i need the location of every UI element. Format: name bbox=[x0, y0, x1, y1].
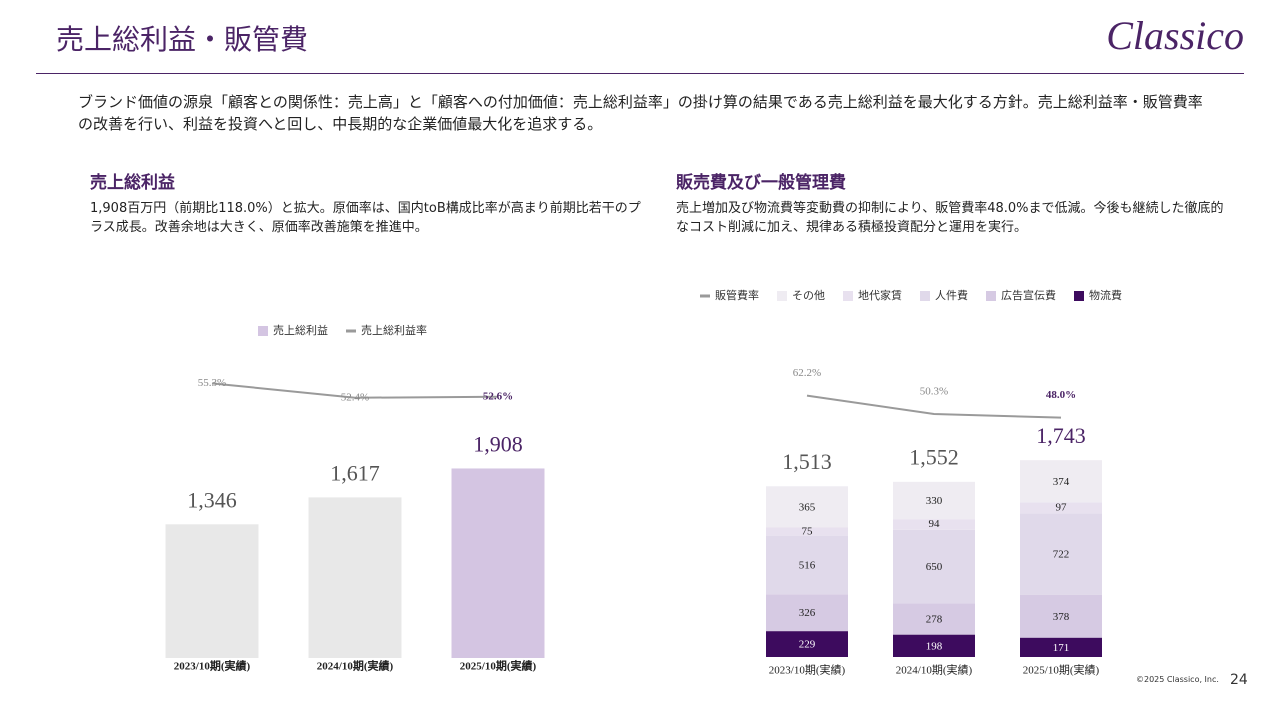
segment-label: 516 bbox=[799, 560, 816, 572]
segment-label: 365 bbox=[799, 501, 816, 513]
x-tick-label: 2023/10期(実績) bbox=[174, 659, 251, 673]
bar-segment bbox=[893, 634, 975, 657]
legend-label: 人件費 bbox=[935, 288, 968, 302]
line-label: 62.2% bbox=[793, 367, 821, 379]
bar-segment bbox=[1020, 637, 1102, 657]
legend-swatch bbox=[700, 294, 710, 298]
bar-segment bbox=[893, 481, 975, 520]
logo: Classico bbox=[1106, 13, 1244, 58]
segment-label: 171 bbox=[1053, 642, 1070, 654]
x-tick-label: 2025/10期(実績) bbox=[1023, 663, 1100, 677]
bar-segment bbox=[1020, 460, 1102, 503]
bar-segment bbox=[766, 631, 848, 657]
bar bbox=[165, 524, 259, 658]
legend-label: 物流費 bbox=[1089, 288, 1122, 302]
bar-segment bbox=[1020, 502, 1102, 514]
rule bbox=[36, 73, 1244, 74]
segment-label: 330 bbox=[926, 495, 943, 507]
bar-segment bbox=[766, 527, 848, 536]
line-label: 52.4% bbox=[341, 391, 369, 403]
line-label: 48.0% bbox=[1046, 389, 1076, 401]
legend-label: 地代家賃 bbox=[858, 288, 902, 302]
section-heading: 売上総利益 bbox=[90, 173, 175, 193]
segment-label: 326 bbox=[799, 607, 816, 619]
x-tick-label: 2024/10期(実績) bbox=[896, 663, 973, 677]
line-label: 52.6% bbox=[483, 390, 513, 402]
bar bbox=[451, 468, 545, 658]
segment-label: 378 bbox=[1053, 611, 1070, 623]
bar-segment bbox=[893, 603, 975, 635]
section: 販売費及び一般管理費 売上増加及び物流費等変動費の抑制により、販管費率48.0%… bbox=[676, 168, 1236, 237]
slide-title: 売上総利益・販管費 bbox=[56, 23, 309, 56]
intro: ブランド価値の源泉「顧客との関係性：売上高」と「顧客への付加価値：売上総利益率」… bbox=[78, 93, 1203, 133]
segment-label: 650 bbox=[926, 561, 943, 573]
bar-segment bbox=[766, 594, 848, 632]
legend-swatch bbox=[920, 291, 930, 301]
line bbox=[211, 382, 499, 399]
bar-label: 1,617 bbox=[330, 460, 380, 485]
legend-swatch bbox=[986, 291, 996, 301]
segment-label: 94 bbox=[929, 518, 941, 530]
section-heading: 販売費及び一般管理費 bbox=[676, 173, 846, 193]
bar-segment bbox=[1020, 513, 1102, 595]
total-label: 1,552 bbox=[909, 445, 959, 470]
legend-swatch bbox=[777, 291, 787, 301]
segment-label: 75 bbox=[802, 525, 814, 537]
bar-segment bbox=[766, 486, 848, 528]
legend-swatch bbox=[258, 326, 268, 336]
legend-label: その他 bbox=[792, 289, 825, 302]
legend-swatch bbox=[1074, 291, 1084, 301]
segment-label: 374 bbox=[1053, 476, 1070, 488]
bar-label: 1,908 bbox=[473, 432, 523, 457]
bar-segment bbox=[1020, 594, 1102, 638]
section: 売上総利益 1,908百万円（前期比118.0%）と拡大。原価率は、国内toB構… bbox=[90, 168, 650, 237]
legend-label: 広告宣伝費 bbox=[1001, 288, 1056, 302]
bar-segment bbox=[766, 535, 848, 595]
line-label: 55.3% bbox=[198, 377, 226, 389]
legend-swatch bbox=[843, 291, 853, 301]
legend-label: 売上総利益 bbox=[273, 323, 328, 337]
x-tick-label: 2024/10期(実績) bbox=[317, 659, 394, 673]
bar-label: 1,346 bbox=[187, 487, 237, 512]
segment-label: 97 bbox=[1056, 501, 1068, 513]
copyright: ©2025 Classico, Inc. bbox=[1136, 675, 1219, 684]
total-label: 1,513 bbox=[782, 449, 832, 474]
legend-swatch bbox=[346, 329, 356, 333]
line-label: 50.3% bbox=[920, 386, 948, 398]
segment-label: 722 bbox=[1053, 549, 1070, 561]
x-tick-label: 2025/10期(実績) bbox=[460, 659, 537, 673]
segment-label: 198 bbox=[926, 640, 943, 652]
page-number: 24 bbox=[1230, 672, 1248, 688]
total-label: 1,743 bbox=[1036, 423, 1086, 448]
bar-segment bbox=[893, 519, 975, 530]
legend-label: 売上総利益率 bbox=[361, 323, 427, 337]
line bbox=[806, 394, 1062, 419]
segment-label: 229 bbox=[799, 639, 816, 651]
section-text: 売上増加及び物流費等変動費の抑制により、販管費率48.0%まで低減。今後も継続し… bbox=[676, 201, 1224, 235]
legend-label: 販管費率 bbox=[715, 288, 759, 302]
x-tick-label: 2023/10期(実績) bbox=[769, 663, 846, 677]
bar bbox=[308, 497, 402, 658]
section-text: 1,908百万円（前期比118.0%）と拡大。原価率は、国内toB構成比率が高ま… bbox=[90, 201, 641, 235]
bar-segment bbox=[893, 529, 975, 604]
segment-label: 278 bbox=[926, 613, 943, 625]
